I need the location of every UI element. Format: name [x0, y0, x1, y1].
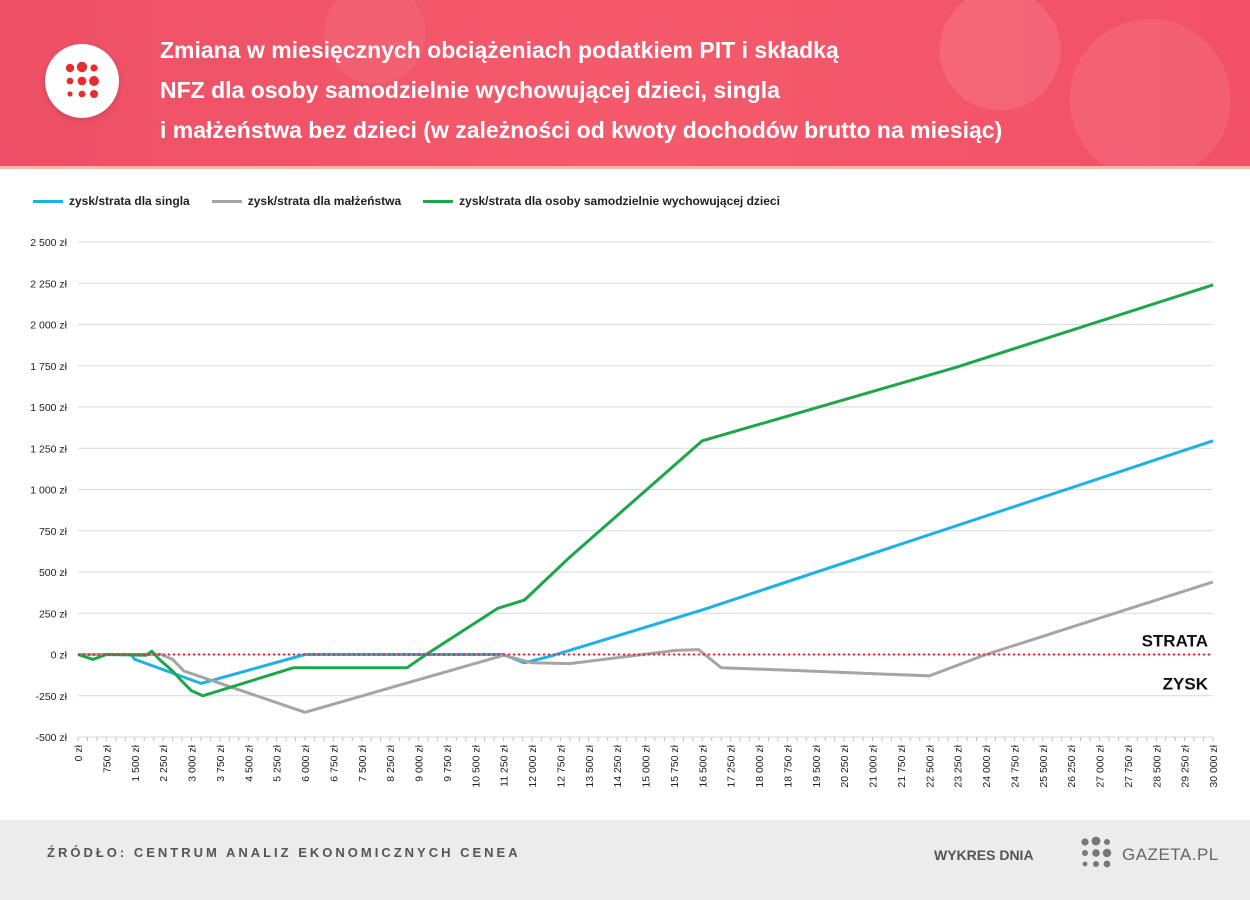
x-tick-label: 14 250 zł [612, 744, 624, 787]
y-tick-label: 2 500 zł [30, 237, 67, 249]
legend-label-single: zysk/strata dla singla [69, 194, 190, 208]
x-tick-label: 5 250 zł [272, 744, 284, 781]
legend-swatch-parent [423, 199, 454, 203]
x-tick-label: 17 250 zł [726, 744, 738, 787]
legend-swatch-married [211, 199, 242, 203]
legend: zysk/strata dla singla zysk/strata dla m… [33, 190, 802, 212]
x-tick-label: 12 750 zł [555, 744, 567, 787]
brand-label: WYKRES DNIA [934, 847, 1034, 863]
x-tick-label: 0 zł [73, 744, 85, 761]
footer: ŹRÓDŁO: CENTRUM ANALIZ EKONOMICZNYCH CEN… [0, 820, 1250, 900]
source-text: ŹRÓDŁO: CENTRUM ANALIZ EKONOMICZNYCH CEN… [47, 845, 521, 860]
legend-label-parent: zysk/strata dla osoby samodzielnie wycho… [459, 194, 780, 208]
x-tick-label: 10 500 zł [470, 744, 482, 787]
x-tick-label: 19 500 zł [811, 744, 823, 787]
x-tick-label: 24 750 zł [1009, 744, 1021, 787]
header-divider [0, 166, 1250, 169]
x-tick-label: 15 750 zł [669, 744, 681, 787]
legend-label-married: zysk/strata dla małżeństwa [247, 194, 402, 208]
x-tick-label: 3 000 zł [187, 744, 199, 781]
gray-dots-logo-icon [1081, 836, 1112, 868]
chart-title: Zmiana w miesięcznych obciążeniach podat… [160, 30, 1220, 150]
x-tick-label: 2 250 zł [158, 744, 170, 781]
y-tick-label: 1 500 zł [30, 402, 67, 414]
x-tick-label: 1 500 zł [130, 744, 142, 781]
brand-name: GAZETA.PL [1122, 845, 1219, 864]
y-tick-label: 2 250 zł [30, 278, 67, 290]
x-tick-label: 29 250 zł [1180, 744, 1192, 787]
y-tick-label: 250 zł [39, 608, 68, 620]
x-tick-label: 9 750 zł [442, 744, 454, 781]
x-tick-label: 22 500 zł [924, 744, 936, 787]
x-tick-label: 27 000 zł [1095, 744, 1107, 787]
x-tick-label: 25 500 zł [1038, 744, 1050, 787]
x-tick-label: 4 500 zł [243, 744, 255, 781]
x-tick-label: 13 500 zł [584, 744, 596, 787]
series-line-1 [78, 580, 1214, 714]
x-tick-label: 6 000 zł [300, 744, 312, 781]
x-tick-label: 15 000 zł [641, 744, 653, 787]
x-tick-label: 11 250 zł [499, 744, 511, 787]
y-tick-label: 1 750 zł [30, 361, 67, 373]
legend-item-parent: zysk/strata dla osoby samodzielnie wycho… [423, 194, 780, 208]
y-tick-label: 1 000 zł [30, 485, 67, 497]
legend-swatch-single [33, 199, 63, 203]
y-tick-label: -250 zł [35, 691, 67, 703]
red-dots-logo-icon [65, 61, 99, 98]
x-tick-label: 6 750 zł [328, 744, 340, 781]
strata-label: STRATA [1142, 632, 1208, 651]
header-background-pattern [0, 0, 1250, 166]
series-line-2 [77, 283, 1214, 698]
x-tick-label: 24 000 zł [981, 744, 993, 787]
title-line: NFZ dla osoby samodzielnie wychowującej … [160, 77, 780, 103]
legend-item-single: zysk/strata dla singla [33, 194, 190, 208]
y-tick-label: 500 zł [39, 567, 68, 579]
series-line-0 [78, 439, 1214, 685]
x-tick-label: 21 750 zł [896, 744, 908, 787]
x-tick-label: 12 000 zł [527, 744, 539, 787]
x-tick-label: 16 500 zł [697, 744, 709, 787]
x-tick-label: 750 zł [101, 744, 113, 773]
zysk-label: ZYSK [1163, 675, 1209, 694]
y-tick-label: 1 250 zł [30, 443, 67, 455]
x-tick-label: 27 750 zł [1123, 744, 1135, 787]
x-tick-label: 8 250 zł [385, 744, 397, 781]
x-tick-label: 3 750 zł [215, 744, 227, 781]
title-line: Zmiana w miesięcznych obciążeniach podat… [160, 37, 839, 63]
x-tick-label: 7 500 zł [357, 744, 369, 781]
title-line: i małżeństwa bez dzieci (w zależności od… [160, 117, 1003, 143]
x-tick-label: 18 750 zł [782, 744, 794, 787]
x-tick-label: 21 000 zł [868, 744, 880, 787]
y-tick-label: 750 zł [39, 526, 68, 538]
y-tick-label: 2 000 zł [30, 320, 67, 332]
x-tick-label: 30 000 zł [1208, 744, 1220, 787]
x-tick-label: 26 250 zł [1066, 744, 1078, 787]
y-tick-label: -500 zł [35, 732, 67, 744]
logo-badge [45, 44, 119, 118]
x-tick-label: 18 000 zł [754, 744, 766, 787]
x-tick-label: 28 500 zł [1151, 744, 1163, 787]
x-tick-label: 20 250 zł [839, 744, 851, 787]
header-banner: Zmiana w miesięcznych obciążeniach podat… [0, 0, 1250, 166]
line-chart: 2 500 zł 2 250 zł 2 000 zł 1 750 zł 1 500 zł… [30, 237, 1220, 788]
legend-item-married: zysk/strata dla małżeństwa [211, 194, 402, 208]
x-tick-label: 23 250 zł [953, 744, 965, 787]
x-tick-label: 9 000 zł [414, 744, 426, 781]
y-tick-label: 0 zł [51, 650, 68, 662]
